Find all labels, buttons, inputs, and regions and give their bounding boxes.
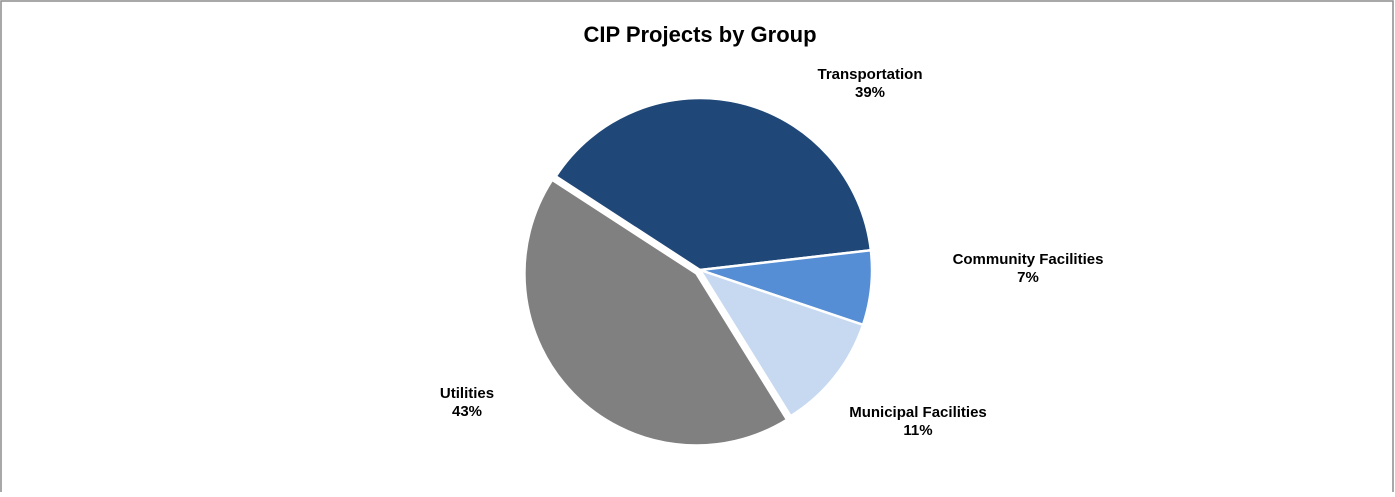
pie-slice: [554, 96, 873, 272]
slice-value-label: 39%: [855, 84, 885, 101]
slice-label: Municipal Facilities: [849, 404, 987, 421]
slice-value-label: 43%: [452, 403, 482, 420]
slice-label: Utilities: [440, 385, 494, 402]
slice-label: Community Facilities: [953, 251, 1104, 268]
slice-label: Transportation: [817, 66, 922, 83]
chart-title: CIP Projects by Group: [583, 22, 816, 47]
slice-value-label: 7%: [1017, 269, 1039, 286]
slice-value-label: 11%: [903, 422, 932, 439]
pie-slice: [523, 178, 789, 447]
pie-slice: [697, 267, 865, 418]
